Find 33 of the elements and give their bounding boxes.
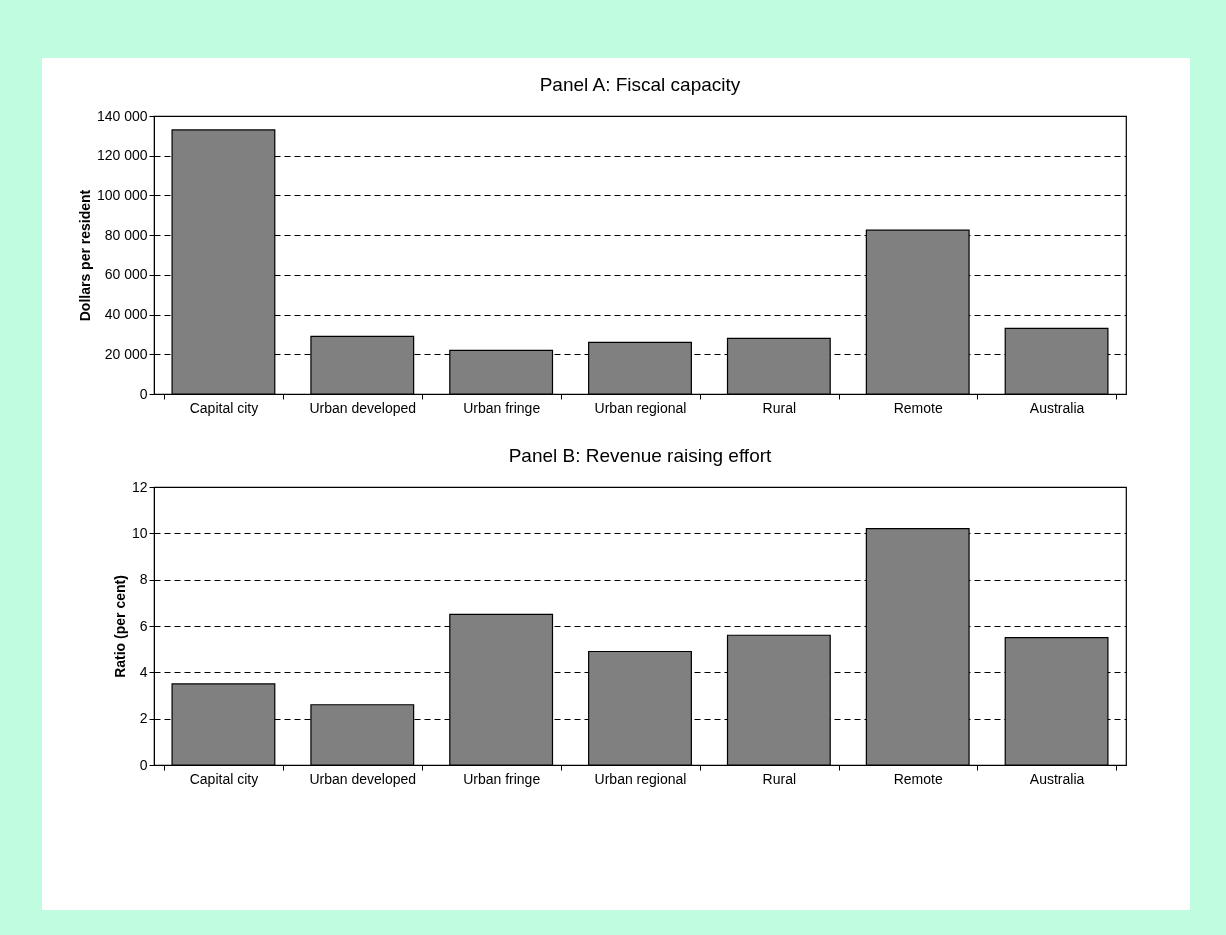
x-tick-label: Remote: [893, 770, 943, 787]
y-axis-title: Ratio (per cent): [111, 575, 128, 678]
y-tick-label: 0: [139, 756, 148, 773]
x-tick-label: Australia: [1029, 770, 1085, 787]
y-tick-label: 6: [139, 617, 148, 634]
x-tick-label: Urban fringe: [463, 399, 541, 416]
y-tick-label: 120 000: [96, 147, 148, 164]
x-tick-label: Urban regional: [594, 399, 687, 416]
y-tick-label: 40 000: [104, 306, 148, 323]
x-tick-label: Urban fringe: [463, 770, 541, 787]
y-tick-label: 0: [139, 385, 148, 402]
x-tick-label: Urban developed: [309, 399, 417, 416]
chart-title: Panel B: Revenue raising effort: [508, 445, 773, 466]
x-tick-label: Australia: [1029, 399, 1085, 416]
y-tick-label: 60 000: [104, 266, 148, 283]
x-tick-label: Capital city: [189, 770, 259, 787]
y-tick-label: 12: [131, 478, 148, 495]
y-tick-label: 80 000: [104, 226, 148, 243]
chart-title: Panel A: Fiscal capacity: [539, 74, 741, 95]
x-tick-label: Remote: [893, 399, 943, 416]
y-tick-label: 140 000: [96, 107, 148, 124]
x-tick-label: Capital city: [189, 399, 259, 416]
x-tick-label: Rural: [762, 770, 797, 787]
y-axis-title: Dollars per resident: [76, 189, 93, 322]
x-tick-label: Urban developed: [309, 770, 417, 787]
x-tick-label: Urban regional: [594, 770, 687, 787]
x-tick-label: Rural: [762, 399, 797, 416]
y-tick-label: 100 000: [96, 186, 148, 203]
y-tick-label: 4: [139, 663, 148, 680]
y-tick-label: 10: [131, 524, 148, 541]
y-tick-label: 8: [139, 571, 148, 588]
y-tick-label: 20 000: [104, 345, 148, 362]
y-tick-label: 2: [139, 710, 148, 727]
